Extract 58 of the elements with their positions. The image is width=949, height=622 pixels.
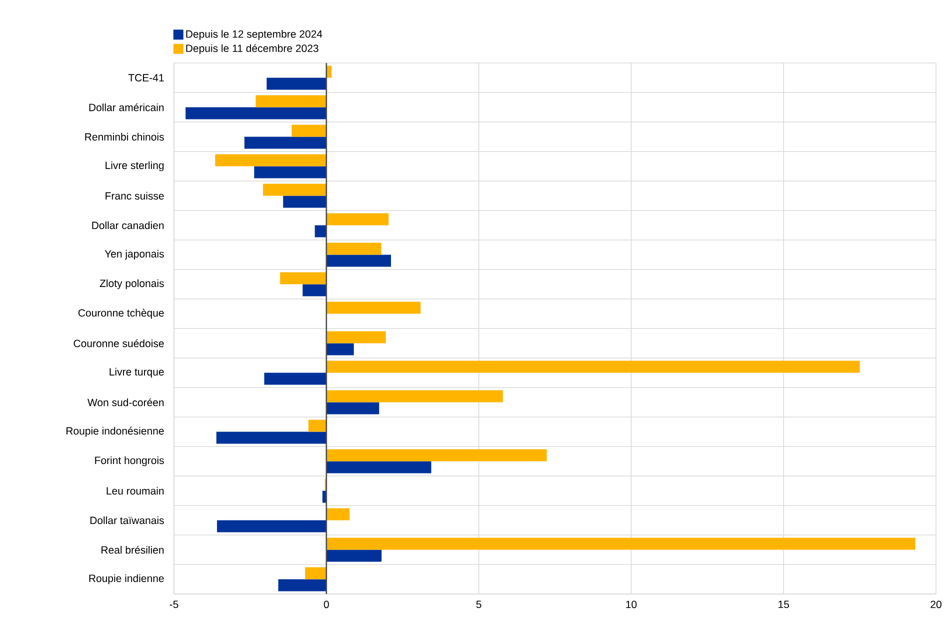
y-tick-label: Couronne tchèque bbox=[78, 308, 164, 319]
y-tick-label: Roupie indienne bbox=[89, 574, 164, 584]
bar bbox=[302, 284, 326, 296]
bar bbox=[326, 390, 503, 402]
y-tick-label: Forint hongrois bbox=[95, 456, 164, 466]
y-tick-label: Leu roumain bbox=[106, 486, 164, 495]
x-tick-label: 5 bbox=[476, 600, 482, 608]
y-tick-label: Dollar canadien bbox=[92, 221, 164, 230]
bar bbox=[254, 166, 326, 178]
y-tick-label: Dollar taïwanais bbox=[90, 516, 164, 524]
bar bbox=[326, 331, 386, 344]
bar bbox=[326, 254, 392, 267]
y-tick-label: Renminbi chinois bbox=[85, 132, 164, 141]
bar bbox=[305, 567, 326, 580]
legend-label: Depuis le 12 septembre 2024 bbox=[186, 30, 322, 40]
bar bbox=[326, 550, 382, 562]
y-tick-label: Roupie indonésienne bbox=[66, 426, 164, 437]
y-tick-label: Franc suisse bbox=[106, 192, 164, 200]
bar bbox=[308, 420, 326, 432]
bar bbox=[216, 432, 326, 444]
y-tick-label: Yen japonais bbox=[104, 250, 164, 260]
bar bbox=[256, 95, 326, 108]
bar bbox=[326, 508, 350, 520]
y-tick-label: Zloty polonais bbox=[100, 279, 164, 290]
bar bbox=[266, 78, 326, 90]
bar bbox=[280, 272, 326, 284]
bar bbox=[326, 449, 547, 462]
y-tick-label: Real brésilien bbox=[102, 546, 164, 554]
bar bbox=[216, 520, 326, 532]
bar bbox=[186, 107, 326, 120]
x-tick-label: 20 bbox=[930, 600, 942, 608]
x-tick-label: 0 bbox=[324, 600, 329, 608]
bar bbox=[215, 154, 326, 166]
bar bbox=[292, 124, 326, 137]
bar bbox=[278, 579, 326, 592]
bar bbox=[263, 184, 326, 196]
legend-label: Depuis le 11 décembre 2023 bbox=[186, 44, 318, 54]
y-tick-label: Livre turque bbox=[110, 368, 164, 378]
bar bbox=[326, 302, 421, 314]
bar bbox=[326, 360, 860, 373]
bar bbox=[326, 402, 380, 414]
bar bbox=[326, 242, 382, 255]
x-tick-label: -5 bbox=[170, 600, 178, 608]
y-tick-label: Won sud-coréen bbox=[88, 398, 164, 406]
bar bbox=[264, 372, 326, 385]
y-tick-label: TCE-41 bbox=[128, 74, 164, 82]
x-tick-label: 10 bbox=[626, 600, 637, 608]
bar bbox=[326, 538, 916, 550]
bar bbox=[283, 196, 326, 208]
x-tick-label: 15 bbox=[778, 600, 790, 608]
bar bbox=[314, 225, 326, 238]
y-tick-label: Livre sterling bbox=[106, 161, 164, 172]
y-tick-label: Couronne suédoise bbox=[74, 339, 164, 348]
bar bbox=[326, 461, 432, 474]
bar bbox=[326, 213, 389, 226]
bar bbox=[244, 136, 326, 149]
y-tick-label: Dollar américain bbox=[89, 103, 164, 112]
bar bbox=[326, 343, 354, 356]
